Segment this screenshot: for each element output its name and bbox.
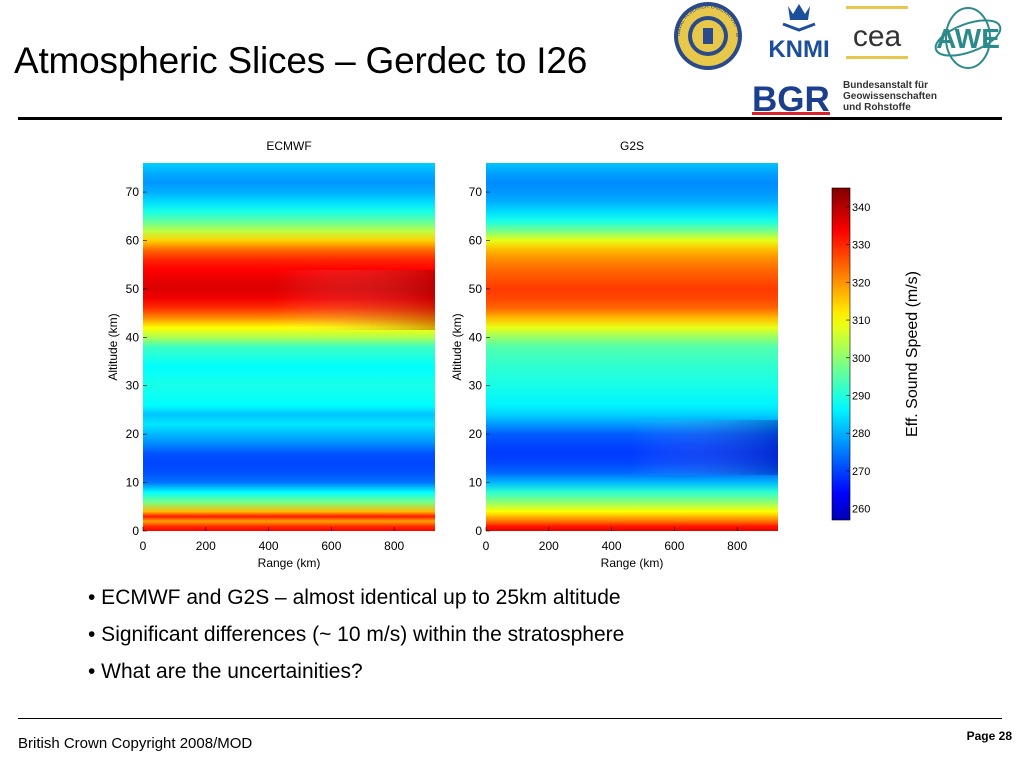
page-title: Atmospheric Slices – Gerdec to I26 [14,40,588,81]
awe-logo: AWE [934,7,1002,69]
colorbar-gradient [831,187,851,521]
header-rule [18,117,1002,120]
colorbar: 260 270 280 290 300 310 320 330 340 Eff. Sound S… [831,187,921,521]
knmi-logo: KNMI [768,4,830,63]
g2s-y-tick-label: 10 [469,476,483,490]
ecmwf-title: ECMWF [266,139,311,153]
g2s-range-gradient [630,420,778,475]
g2s-y-tick-label: 0 [475,524,482,538]
ecmwf-x-tick-label: 800 [384,539,404,553]
nrl-seal-logo: NAVAL RESEARCH LABORATORY · WASHINGTON D… [665,0,742,70]
ecmwf-y-tick-label: 60 [126,233,140,247]
ecmwf-x-tick-label: 600 [321,539,341,553]
colorbar-tick-label: 300 [852,353,870,365]
page-number: Page 28 [966,729,1012,743]
bgr-line-2: Geowissenschaften [843,91,937,102]
partner-logos: NAVAL RESEARCH LABORATORY · WASHINGTON D… [665,0,1002,119]
ecmwf-x-tick-label: 0 [140,539,147,553]
g2s-x-tick-label: 600 [664,539,684,553]
ecmwf-panel: ECMWF 0 10 20 30 40 50 60 70 0 200 400 600 800 Rang… [106,139,435,570]
ecmwf-x-tick-label: 400 [259,539,279,553]
colorbar-tick-label: 310 [852,315,870,327]
g2s-x-tick-label: 200 [539,539,559,553]
bgr-logo: BGR Bundesanstalt für Geowissenschaften … [752,80,937,119]
g2s-x-tick-label: 0 [483,539,490,553]
ecmwf-y-tick-label: 70 [126,185,140,199]
ecmwf-y-label: Altitude (km) [106,313,120,380]
ecmwf-y-tick-label: 0 [132,524,139,538]
ecmwf-x-tick-label: 200 [196,539,216,553]
g2s-y-tick-label: 30 [469,379,483,393]
copyright-text: British Crown Copyright 2008/MOD [18,735,253,752]
ecmwf-y-tick-label: 20 [126,427,140,441]
bgr-line-1: Bundesanstalt für [843,80,928,91]
g2s-y-tick-label: 50 [469,282,483,296]
colorbar-tick-label: 290 [852,391,870,403]
colorbar-tick-label: 330 [852,240,870,252]
ecmwf-x-label: Range (km) [258,556,321,570]
ecmwf-y-tick-label: 40 [126,330,140,344]
bullet-item: • Significant differences (~ 10 m/s) wit… [88,623,625,646]
bgr-line-3: und Rohstoffe [843,102,911,113]
cea-logo: cea [846,6,908,59]
footer-rule [18,718,1002,719]
g2s-title: G2S [620,139,644,153]
g2s-y-tick-label: 60 [469,233,483,247]
colorbar-tick-label: 340 [852,202,870,214]
ecmwf-y-ticks: 0 10 20 30 40 50 60 70 [126,185,147,538]
ecmwf-y-tick-label: 30 [126,379,140,393]
colorbar-tick-label: 260 [852,504,870,516]
g2s-x-tick-label: 800 [727,539,747,553]
g2s-x-label: Range (km) [601,556,664,570]
colorbar-tick-label: 280 [852,428,870,440]
colorbar-tick-label: 270 [852,466,870,478]
knmi-text: KNMI [768,36,829,63]
g2s-y-ticks: 0 10 20 30 40 50 60 70 [469,185,490,538]
g2s-y-tick-label: 70 [469,185,483,199]
cea-text: cea [853,20,902,53]
ecmwf-y-tick-label: 50 [126,282,140,296]
colorbar-tick-label: 320 [852,277,870,289]
logo-strip: NAVAL RESEARCH LABORATORY · WASHINGTON D… [665,0,1024,119]
bullet-list: • ECMWF and G2S – almost identical up to… [88,584,624,695]
g2s-y-label: Altitude (km) [450,313,464,380]
colorbar-label: Eff. Sound Speed (m/s) [904,271,921,437]
colorbar-ticks: 260 270 280 290 300 310 320 330 340 [846,202,870,516]
awe-text: AWE [936,23,1000,54]
bullet-item: • What are the uncertainities? [88,660,363,683]
ecmwf-heatmap-field [143,163,435,531]
g2s-heatmap-field [486,163,778,531]
bullet-item: • ECMWF and G2S – almost identical up to… [88,586,621,609]
g2s-y-tick-label: 40 [469,330,483,344]
g2s-x-ticks: 0 200 400 600 800 [483,527,748,553]
g2s-panel: G2S 0 10 20 30 40 50 60 70 0 200 400 600 800 Range … [450,139,778,570]
ecmwf-range-gradient [275,270,435,330]
g2s-y-tick-label: 20 [469,427,483,441]
ecmwf-y-tick-label: 10 [126,476,140,490]
g2s-x-tick-label: 400 [602,539,622,553]
ecmwf-x-ticks: 0 200 400 600 800 [140,527,405,553]
